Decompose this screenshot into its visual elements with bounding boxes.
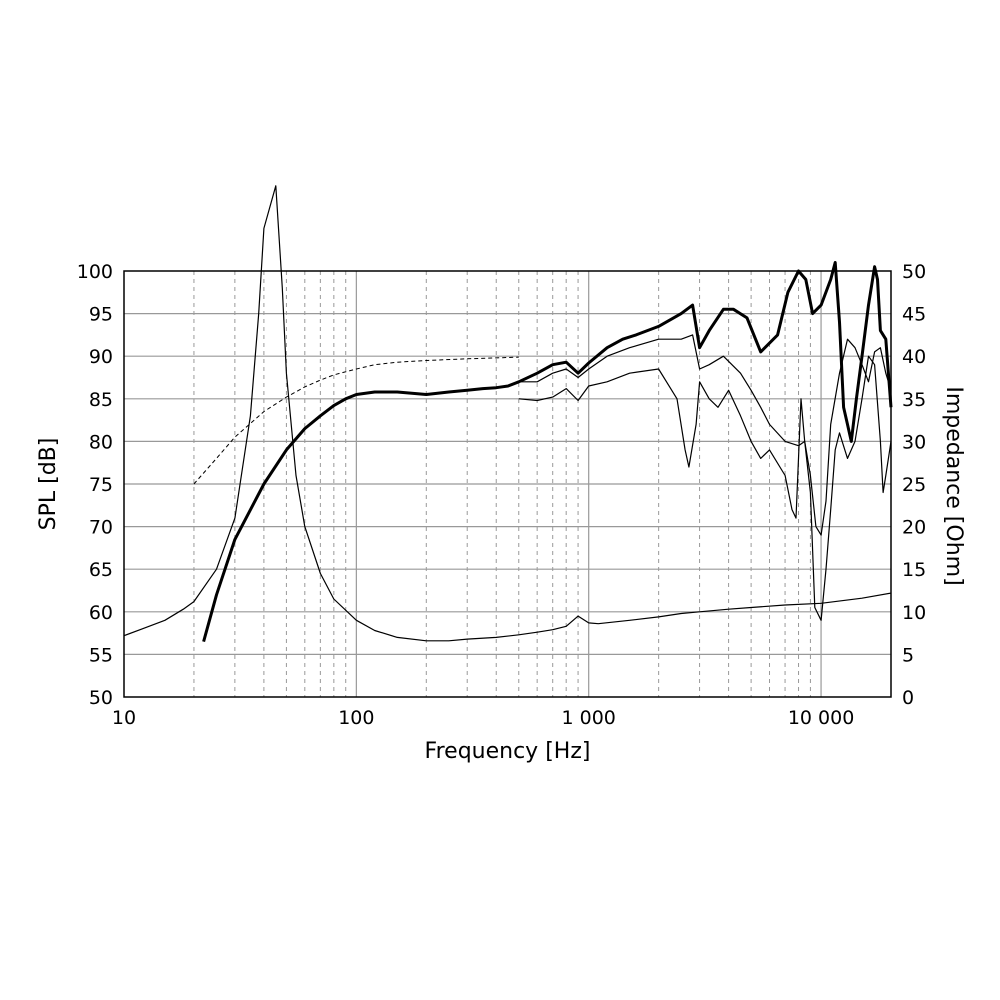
impedance-curve-5: [123, 185, 892, 642]
x-tick-label: 1 000: [562, 707, 616, 729]
y2-tick-label: 35: [902, 389, 926, 411]
y2-tick-label: 15: [902, 559, 926, 581]
y2-tick-label: 0: [902, 687, 914, 709]
y-axis-title: SPL [dB]: [36, 438, 61, 531]
y-tick-label: 100: [77, 261, 113, 283]
y-tick-label: 50: [89, 687, 113, 709]
x-axis-title: Frequency [Hz]: [425, 739, 591, 764]
y2-tick-label: 10: [902, 602, 926, 624]
spl-curve-4: [193, 356, 519, 485]
plot-frame: [123, 270, 892, 698]
x-tick-label: 10 000: [788, 707, 854, 729]
y-tick-label: 65: [89, 559, 113, 581]
tick-labels: 50 55 60 65 70 75 80 85 90 95 100 0 5 10 15 20 25 30 35 40 4…: [77, 261, 926, 729]
y2-tick-label: 45: [902, 304, 926, 326]
series-layer: [123, 185, 893, 642]
y2-tick-label: 20: [902, 517, 926, 539]
y2-tick-label: 40: [902, 346, 926, 368]
spl-curve-2: [518, 334, 892, 536]
grid: [124, 271, 891, 697]
y-tick-label: 60: [89, 602, 113, 624]
spl-curve-3: [518, 355, 892, 621]
y2-tick-label: 50: [902, 261, 926, 283]
y-tick-label: 70: [89, 517, 113, 539]
y2-axis-title: Impedance [Ohm]: [941, 386, 966, 585]
y2-tick-label: 5: [902, 644, 914, 666]
y-tick-label: 95: [89, 304, 113, 326]
x-tick-label: 10: [112, 707, 136, 729]
spl-curve-1: [202, 261, 893, 642]
y2-tick-label: 30: [902, 431, 926, 453]
y-tick-label: 85: [89, 389, 113, 411]
y2-tick-label: 25: [902, 474, 926, 496]
y-tick-label: 55: [89, 644, 113, 666]
x-tick-label: 100: [338, 707, 374, 729]
y-tick-label: 90: [89, 346, 113, 368]
y-tick-label: 75: [89, 474, 113, 496]
y-tick-label: 80: [89, 431, 113, 453]
